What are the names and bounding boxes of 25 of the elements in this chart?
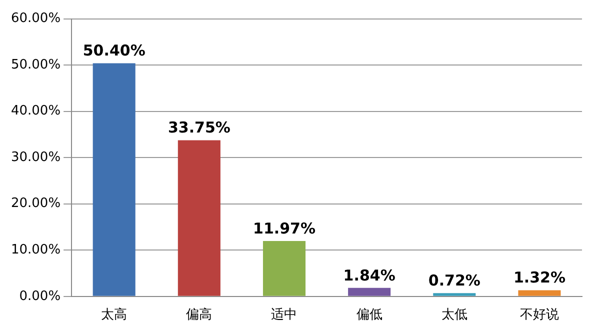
data-label: 0.72% — [428, 271, 480, 290]
y-tick-label: 50.00% — [10, 57, 61, 72]
y-tick-label: 60.00% — [10, 11, 61, 26]
y-tick-label: 20.00% — [10, 196, 61, 212]
bar — [433, 293, 476, 296]
x-tick-label: 太高 — [101, 306, 128, 323]
y-tick-label: 30.00% — [10, 150, 61, 165]
bar — [518, 290, 561, 296]
y-tick-label: 0.00% — [19, 288, 61, 304]
bar — [262, 241, 306, 296]
y-tick-label: 40.00% — [10, 104, 61, 119]
bar — [92, 63, 136, 296]
x-tick-label: 适中 — [271, 308, 298, 323]
data-label: 1.84% — [343, 266, 396, 284]
data-label: 11.97% — [253, 219, 316, 238]
y-tick-label: 10.00% — [10, 242, 61, 258]
data-label: 50.40% — [82, 42, 146, 60]
data-label: 1.32% — [513, 268, 566, 287]
x-tick-label: 太低 — [441, 308, 468, 323]
x-tick-label: 偏高 — [186, 306, 212, 323]
x-tick-label: 偏低 — [356, 308, 382, 323]
bar — [178, 140, 220, 296]
bar — [348, 288, 391, 296]
data-label: 33.75% — [168, 118, 230, 137]
x-tick-label: 不好说 — [520, 308, 559, 323]
